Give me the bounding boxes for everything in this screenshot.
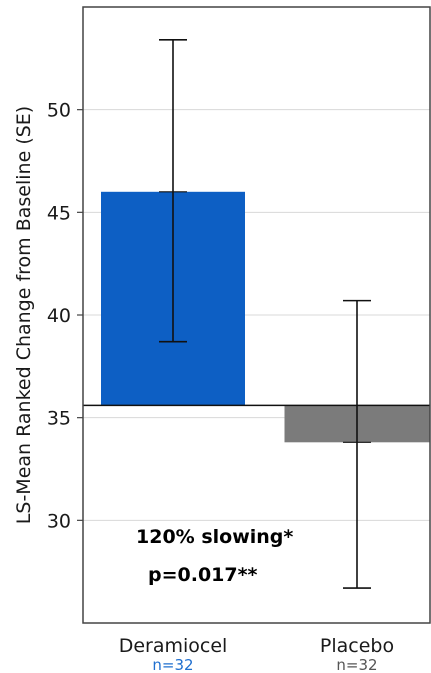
sample-size-label: n=32 — [336, 656, 377, 673]
y-tick-label: 30 — [47, 510, 71, 532]
y-tick-label: 35 — [47, 408, 71, 430]
sample-size-label: n=32 — [152, 656, 193, 673]
slowing-annotation: 120% slowing* — [136, 526, 293, 548]
y-axis-label: LS-Mean Ranked Change from Baseline (SE) — [13, 106, 35, 524]
y-tick-label: 40 — [47, 305, 71, 327]
x-category-label: Placebo — [320, 635, 394, 657]
y-tick-label: 45 — [47, 202, 71, 224]
y-tick-label: 50 — [47, 100, 71, 122]
p-value-annotation: p=0.017** — [148, 564, 258, 586]
x-category-label: Deramiocel — [119, 635, 228, 657]
